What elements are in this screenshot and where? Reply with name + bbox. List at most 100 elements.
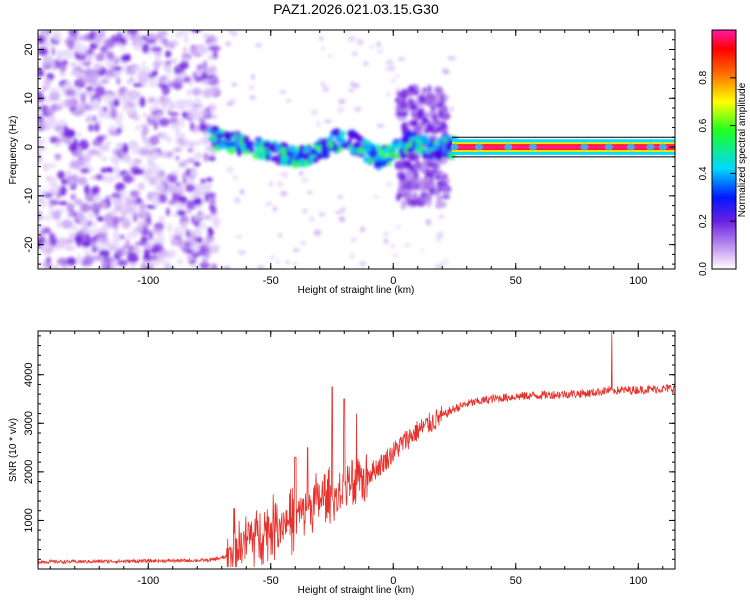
noise-blob <box>78 139 89 151</box>
noise-blob <box>106 50 112 61</box>
noise-blob <box>389 65 396 72</box>
noise-blob <box>56 49 68 56</box>
noise-blob <box>84 184 90 195</box>
noise-blob <box>85 86 95 91</box>
noise-blob <box>185 229 191 238</box>
snr-panel: -100 -50 0 50 100 1000 2000 3000 4000 Height of … <box>8 330 676 596</box>
noise-blob <box>183 36 189 44</box>
noise-blob <box>68 30 79 37</box>
noise-blob <box>201 71 208 78</box>
noise-blob <box>175 99 187 105</box>
noise-blob <box>92 37 99 42</box>
noise-blob <box>194 153 206 159</box>
noise-blob <box>150 259 160 267</box>
noise-blob <box>432 171 439 176</box>
noise-blob <box>182 159 189 166</box>
noise-blob <box>430 105 436 113</box>
noise-blob <box>434 264 441 269</box>
noise-blob <box>110 108 118 119</box>
noise-blob <box>208 155 216 162</box>
noise-blob <box>38 224 45 230</box>
noise-blob <box>301 177 309 184</box>
noise-blob <box>187 147 194 153</box>
noise-blob <box>398 179 407 187</box>
noise-blob <box>109 129 119 136</box>
noise-blob <box>360 226 365 233</box>
noise-blob <box>74 234 83 244</box>
noise-blob <box>105 262 112 269</box>
noise-blob <box>148 77 158 88</box>
noise-blob <box>386 181 392 187</box>
noise-blob <box>161 104 167 110</box>
noise-blob <box>68 142 78 152</box>
tone-blob <box>239 133 245 140</box>
noise-blob <box>419 248 424 252</box>
noise-blob <box>191 113 202 121</box>
noise-blob <box>315 120 321 128</box>
noise-blob <box>201 256 208 264</box>
noise-blob <box>76 176 88 186</box>
tone-blob <box>346 129 357 137</box>
x-tick-label: 0 <box>390 275 396 287</box>
noise-blob <box>125 196 132 204</box>
noise-blob <box>406 92 414 97</box>
noise-blob <box>142 254 152 263</box>
noise-blob <box>93 196 99 202</box>
colorbar-tick-label: 0.0 <box>698 262 709 276</box>
noise-blob <box>80 202 91 213</box>
noise-blob <box>198 213 209 219</box>
noise-blob <box>338 99 346 104</box>
noise-blob <box>193 228 201 238</box>
noise-blob <box>110 197 121 203</box>
snr-frame <box>37 330 676 570</box>
noise-blob <box>48 115 57 122</box>
noise-blob <box>276 181 284 188</box>
noise-blob <box>181 172 189 182</box>
noise-blob <box>103 93 113 104</box>
noise-blob <box>101 156 107 162</box>
noise-blob <box>126 231 138 239</box>
noise-blob <box>129 190 140 197</box>
noise-blob <box>389 78 397 84</box>
noise-blob <box>415 97 420 107</box>
noise-blob <box>159 176 164 185</box>
tone-blob <box>330 130 338 136</box>
noise-blob <box>208 197 216 206</box>
noise-blob <box>356 38 362 45</box>
noise-blob <box>170 42 175 50</box>
x-tick-label: -50 <box>263 575 279 587</box>
noise-blob <box>436 181 441 186</box>
noise-blob <box>302 208 308 214</box>
noise-blob <box>58 201 68 206</box>
noise-blob <box>230 30 239 37</box>
noise-blob <box>383 231 389 237</box>
noise-blob <box>90 70 100 81</box>
noise-blob <box>49 87 60 94</box>
tone-blob <box>350 149 355 155</box>
x-tick-label: -100 <box>137 275 159 287</box>
noise-blob <box>38 68 44 78</box>
tone-blob <box>378 160 384 165</box>
noise-blob <box>124 238 130 250</box>
noise-blob <box>172 212 178 218</box>
noise-blob <box>406 198 412 207</box>
noise-blob <box>269 180 273 188</box>
noise-blob <box>438 194 445 200</box>
noise-blob <box>167 249 177 258</box>
spectrogram-frame <box>37 29 676 270</box>
noise-blob <box>154 222 165 230</box>
noise-blob <box>38 46 49 56</box>
noise-blob <box>307 217 315 222</box>
noise-blob <box>404 163 415 170</box>
noise-blob <box>420 192 428 198</box>
y-tick-label: 2000 <box>23 460 35 484</box>
noise-blob <box>425 96 435 106</box>
noise-blob <box>69 232 75 240</box>
noise-blob <box>335 210 342 215</box>
noise-blob <box>169 238 179 246</box>
noise-blob <box>426 199 432 208</box>
noise-blob <box>48 209 54 216</box>
noise-blob <box>55 153 60 162</box>
noise-blob <box>192 71 198 79</box>
noise-blob <box>51 47 56 56</box>
